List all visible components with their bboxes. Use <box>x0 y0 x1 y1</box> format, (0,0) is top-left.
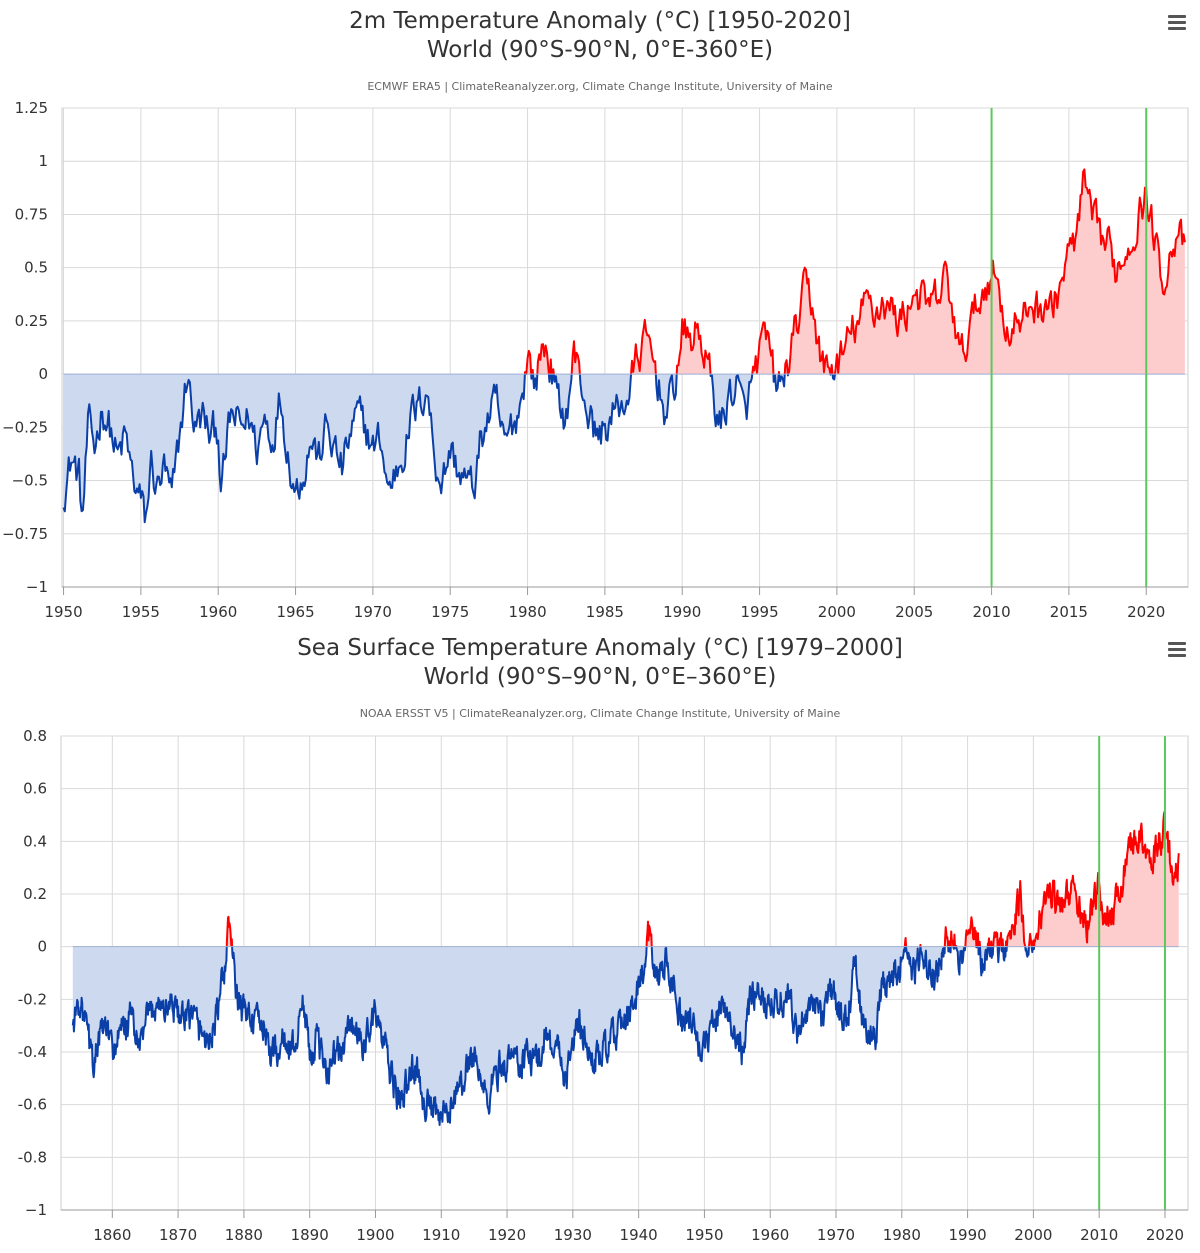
chart-subtitle: ECMWF ERA5 | ClimateReanalyzer.org, Clim… <box>367 80 833 93</box>
x-tick-label: 1860 <box>93 1226 131 1244</box>
y-tick-label: 1 <box>38 152 48 170</box>
x-tick-label: 1950 <box>44 603 82 621</box>
series-group <box>62 168 1186 524</box>
y-tick-label: 0.6 <box>23 780 47 798</box>
x-tick-label: 1985 <box>586 603 624 621</box>
chart-title-line2: World (90°S–90°N, 0°E–360°E) <box>423 664 777 690</box>
x-tick-label: 1965 <box>276 603 314 621</box>
negative-line <box>62 374 836 524</box>
y-tick-label: −0.75 <box>2 525 48 543</box>
x-tick-label: 1930 <box>554 1226 592 1244</box>
y-tick-label: -0.8 <box>18 1148 47 1166</box>
x-tick-label: 2015 <box>1050 603 1088 621</box>
y-tick-label: −0.25 <box>2 418 48 436</box>
x-tick-label: 2020 <box>1127 603 1165 621</box>
plot-area: −1 -0.8 -0.6 -0.4 -0.2 0 0.2 0.4 0.6 0.8 1860 1870 1… <box>18 727 1189 1244</box>
y-tick-label: 0 <box>38 365 48 383</box>
y-tick-label: -0.6 <box>18 1096 47 1114</box>
positive-line <box>523 168 1186 375</box>
chart-title-line1: 2m Temperature Anomaly (°C) [1950-2020] <box>349 8 851 34</box>
negative-area <box>72 946 1179 1125</box>
x-tick-label: 1990 <box>663 603 701 621</box>
x-tick-label: 1900 <box>356 1226 394 1244</box>
chart-title-line1: Sea Surface Temperature Anomaly (°C) [19… <box>297 635 903 661</box>
x-tick-label: 1890 <box>291 1226 329 1244</box>
x-tick-label: 2010 <box>972 603 1010 621</box>
x-tick-label: 2010 <box>1080 1226 1118 1244</box>
menu-icon[interactable] <box>1168 15 1186 31</box>
positive-area <box>226 812 1179 947</box>
x-tick-label: 1970 <box>354 603 392 621</box>
x-tick-label: 1920 <box>488 1226 526 1244</box>
y-tick-label: 0.75 <box>15 205 48 223</box>
y-tick-label: 0.8 <box>23 727 47 745</box>
x-tick-label: 1950 <box>685 1226 723 1244</box>
menu-icon[interactable] <box>1168 642 1186 658</box>
x-tick-label: 2005 <box>895 603 933 621</box>
x-tick-label: 2000 <box>1014 1226 1052 1244</box>
y-tick-label: 1.25 <box>15 99 48 117</box>
x-tick-label: 1970 <box>817 1226 855 1244</box>
negative-area <box>63 374 835 523</box>
x-tick-label: 1940 <box>620 1226 658 1244</box>
chart-subtitle: NOAA ERSST V5 | ClimateReanalyzer.org, C… <box>359 707 841 720</box>
chart-2m-temperature: 2m Temperature Anomaly (°C) [1950-2020] … <box>2 8 1189 621</box>
x-tick-label: 1955 <box>122 603 160 621</box>
y-tick-label: −1 <box>25 1201 47 1219</box>
positive-line <box>225 811 1180 947</box>
y-tick-label: -0.2 <box>18 990 47 1008</box>
y-tick-label: 0.5 <box>24 259 48 277</box>
x-tick-label: 1980 <box>883 1226 921 1244</box>
negative-line <box>71 946 1036 1126</box>
y-tick-label: 0.4 <box>23 832 47 850</box>
y-tick-label: 0 <box>37 938 47 956</box>
y-tick-label: −1 <box>26 578 48 596</box>
x-tick-label: 1990 <box>949 1226 987 1244</box>
y-tick-label: 0.25 <box>15 312 48 330</box>
x-tick-label: 1880 <box>225 1226 263 1244</box>
series-group <box>71 811 1180 1126</box>
x-tick-label: 1975 <box>431 603 469 621</box>
plot-area: −1 −0.75 −0.5 −0.25 0 0.25 0.5 0.75 1 1.25 1950 195… <box>2 99 1189 621</box>
x-tick-label: 2000 <box>818 603 856 621</box>
chart-title-line2: World (90°S-90°N, 0°E-360°E) <box>426 37 774 63</box>
x-tick-label: 1870 <box>159 1226 197 1244</box>
chart-sea-surface-temperature: Sea Surface Temperature Anomaly (°C) [19… <box>0 627 1200 1253</box>
x-tick-label: 1995 <box>740 603 778 621</box>
x-tick-label: 1960 <box>751 1226 789 1244</box>
x-tick-label: 2020 <box>1146 1226 1184 1244</box>
y-tick-label: -0.4 <box>18 1043 47 1061</box>
x-tick-label: 1960 <box>199 603 237 621</box>
y-tick-label: −0.5 <box>12 472 48 490</box>
x-tick-label: 1910 <box>422 1226 460 1244</box>
x-tick-label: 1980 <box>508 603 546 621</box>
y-tick-label: 0.2 <box>23 885 47 903</box>
